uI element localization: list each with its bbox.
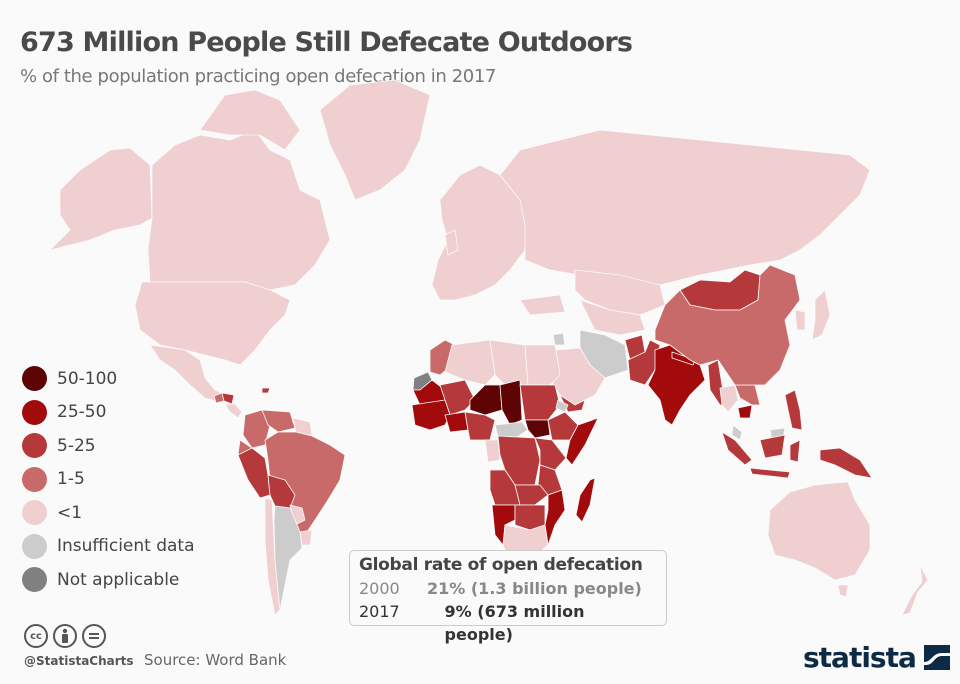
region-ghana-togo-benin <box>444 411 469 433</box>
region-honduras <box>221 392 235 405</box>
year-label: 2017 <box>359 602 400 621</box>
rate-value: 21% (1.3 billion people) <box>427 579 642 598</box>
region-cambodia <box>737 404 753 419</box>
region-mozambique <box>544 489 566 546</box>
region-gabon-congo <box>484 439 501 463</box>
legend-label: Not applicable <box>57 569 180 590</box>
region-uk <box>444 229 459 256</box>
region-vietnam-laos <box>734 384 761 406</box>
chart-title: 673 Million People Still Defecate Outdoo… <box>20 27 633 58</box>
source-text: Source: Word Bank <box>144 651 287 669</box>
legend-item-5-25: 5-25 <box>22 429 195 463</box>
region-venezuela <box>261 409 296 433</box>
region-argentina <box>273 505 303 611</box>
region-west-africa <box>411 399 451 431</box>
legend-item-not-applicable: Not applicable <box>22 563 195 597</box>
region-europe <box>431 164 531 301</box>
global-rate-box: Global rate of open defecation 2000 21% … <box>349 550 667 644</box>
legend-item-1-5: 1-5 <box>22 463 195 497</box>
region-borneo <box>759 434 786 459</box>
region-haiti <box>261 387 271 394</box>
region-greenland <box>319 79 431 201</box>
region-usa <box>134 281 291 366</box>
region-japan <box>811 289 831 341</box>
logo-text: statista <box>803 641 917 674</box>
region-new-guinea <box>819 447 873 479</box>
global-rate-row-2000: 2000 21% (1.3 billion people) <box>359 577 657 600</box>
region-arctic-islands <box>199 89 301 151</box>
license-icons: cc <box>24 624 106 648</box>
region-philippines <box>784 389 803 431</box>
region-central-asia <box>579 299 646 336</box>
swatch-circle-icon <box>22 533 47 559</box>
region-java <box>749 467 791 479</box>
region-syria <box>552 332 566 346</box>
attribution-icon[interactable] <box>53 624 77 648</box>
legend-label: 25-50 <box>57 402 107 423</box>
legend-label: 1-5 <box>57 469 85 490</box>
region-chad <box>499 379 523 426</box>
legend-item-25-50: 25-50 <box>22 396 195 430</box>
swatch-circle-icon <box>22 567 47 593</box>
region-south-sudan <box>524 419 551 439</box>
region-russia <box>499 129 871 286</box>
no-derivatives-icon[interactable] <box>82 624 106 648</box>
statista-logo[interactable]: statista <box>803 641 950 674</box>
global-rate-title: Global rate of open defecation <box>359 555 643 575</box>
region-sudan <box>519 384 561 421</box>
statista-logo-icon <box>923 645 950 670</box>
region-algeria <box>444 339 496 386</box>
legend-label: Insufficient data <box>57 536 195 557</box>
region-egypt <box>524 344 561 386</box>
region-uruguay <box>299 529 313 546</box>
region-chile <box>264 497 281 616</box>
region-central-america <box>224 403 243 419</box>
swatch-circle-icon <box>22 500 47 526</box>
region-turkey <box>519 294 566 316</box>
region-nigeria <box>464 411 496 441</box>
region-zambia <box>514 484 549 506</box>
legend: 50-100 25-50 5-25 1-5 <1 Insufficient da… <box>22 362 195 597</box>
region-niger <box>469 384 503 416</box>
legend-label: 5-25 <box>57 435 96 456</box>
twitter-handle[interactable]: @StatistaCharts <box>24 654 134 668</box>
swatch-circle-icon <box>22 366 47 392</box>
region-new-zealand <box>901 564 929 616</box>
region-korea <box>794 309 806 331</box>
region-alaska <box>49 147 153 251</box>
region-australia <box>767 481 871 581</box>
legend-label: <1 <box>57 502 83 523</box>
legend-label: 50-100 <box>57 368 118 389</box>
rate-value: 9% (673 million people) <box>444 602 585 644</box>
cc-icon[interactable]: cc <box>24 624 48 648</box>
region-sulawesi <box>789 439 801 463</box>
region-libya <box>489 339 529 386</box>
legend-item-lt-1: <1 <box>22 496 195 530</box>
region-car <box>494 421 529 439</box>
swatch-circle-icon <box>22 466 47 492</box>
swatch-circle-icon <box>22 433 47 459</box>
swatch-circle-icon <box>22 399 47 425</box>
region-tasmania <box>837 584 849 598</box>
region-canada <box>147 129 331 291</box>
legend-item-50-100: 50-100 <box>22 362 195 396</box>
global-rate-row-2017: 2017 9% (673 million people) <box>359 600 657 646</box>
region-madagascar <box>575 477 596 523</box>
region-thailand <box>719 384 739 413</box>
legend-item-insufficient-data: Insufficient data <box>22 530 195 564</box>
region-china <box>654 264 801 386</box>
region-peru <box>237 447 271 499</box>
region-sumatra <box>721 431 753 466</box>
year-label: 2000 <box>359 579 400 598</box>
